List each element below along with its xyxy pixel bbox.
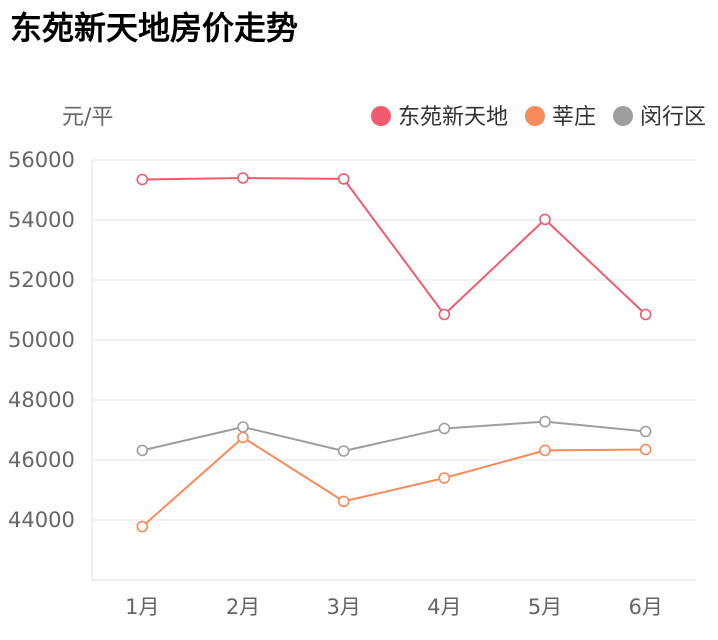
x-tick-label: 2月: [226, 595, 260, 619]
data-point: [438, 422, 451, 435]
y-tick-label: 52000: [8, 268, 75, 292]
x-tick-label: 3月: [326, 595, 360, 619]
y-axis-unit-label: 元/平: [62, 105, 113, 130]
series-group: [136, 431, 652, 533]
legend-item: 闵行区: [613, 105, 706, 130]
legend-marker: [371, 106, 391, 126]
series-line: [141, 436, 646, 528]
x-tick-label: 5月: [528, 595, 562, 619]
data-point: [237, 431, 249, 444]
axes: 44000 46000 48000 50000 52000 54000 56000 1月 2月 3…: [8, 148, 696, 619]
data-point: [539, 213, 551, 226]
data-point: [438, 308, 451, 321]
x-tick-label: 6月: [628, 595, 662, 619]
y-tick-label: 44000: [8, 508, 75, 532]
grid-lines: [92, 159, 696, 521]
series: [136, 172, 652, 533]
legend-label: 东苑新天地: [398, 105, 508, 130]
data-point: [237, 421, 249, 433]
data-point: [639, 425, 652, 438]
legend-item: 东苑新天地: [371, 105, 508, 130]
data-point: [539, 415, 551, 428]
data-point: [237, 172, 249, 184]
legend-item: 莘庄: [525, 105, 596, 130]
data-point: [136, 173, 149, 186]
data-point: [337, 445, 350, 457]
y-tick-label: 50000: [8, 328, 75, 352]
legend-marker: [525, 106, 545, 126]
series-group: [136, 415, 652, 457]
series-line: [142, 177, 647, 316]
y-tick-label: 56000: [8, 148, 75, 172]
data-point: [337, 173, 350, 185]
data-point: [539, 444, 551, 457]
series-group: [136, 172, 652, 321]
data-point: [438, 472, 451, 484]
legend-label: 闵行区: [640, 105, 706, 130]
y-tick-label: 54000: [8, 208, 75, 232]
y-tick-label: 48000: [8, 388, 75, 412]
chart-title: 东苑新天地房价走势: [10, 9, 299, 47]
data-point: [136, 444, 149, 457]
data-point: [136, 520, 149, 533]
legend-marker: [613, 106, 633, 126]
legend-label: 莘庄: [552, 105, 596, 130]
x-tick-label: 1月: [125, 595, 159, 619]
y-tick-label: 46000: [8, 448, 75, 472]
series-line: [142, 420, 646, 452]
data-point: [639, 443, 652, 456]
legend: 东苑新天地 莘庄 闵行区: [371, 105, 706, 130]
data-point: [639, 308, 652, 321]
data-point: [337, 495, 350, 508]
x-tick-label: 4月: [427, 595, 461, 619]
